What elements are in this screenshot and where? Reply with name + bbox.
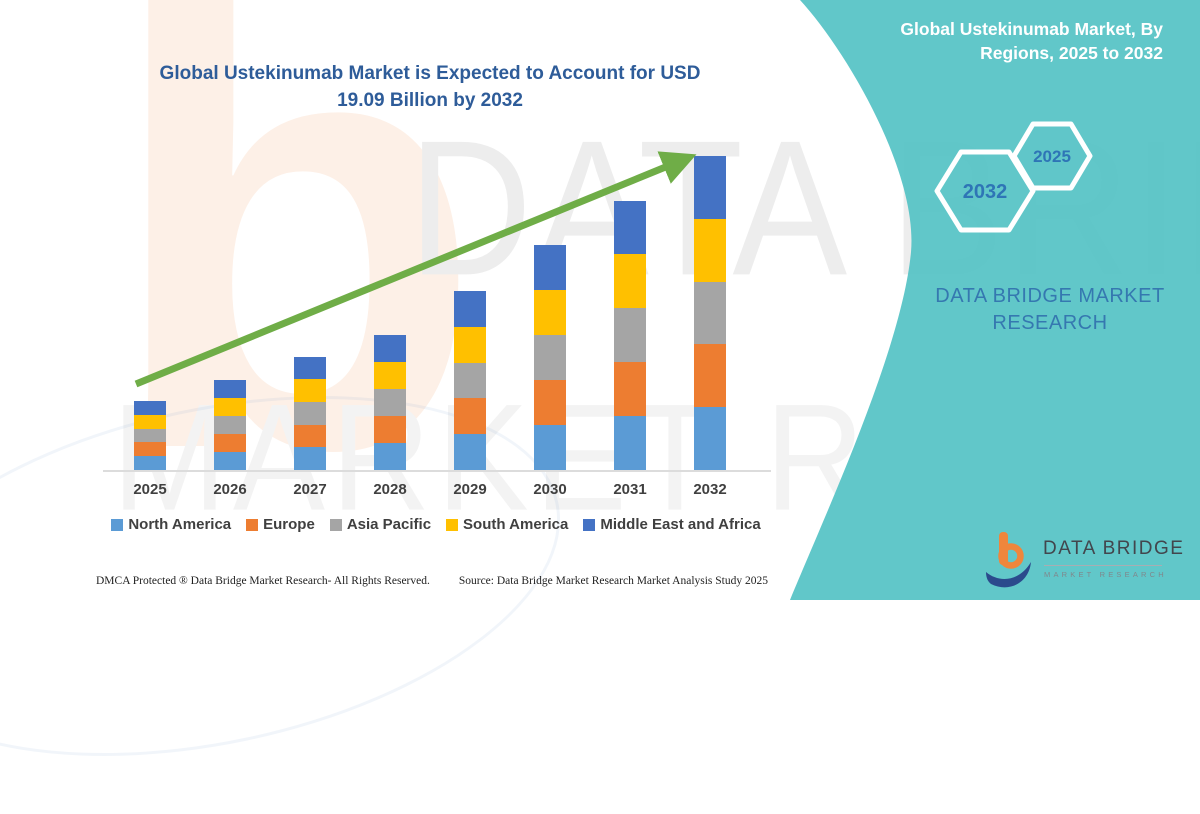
legend-swatch-middle-east-and-africa: [583, 518, 596, 531]
bar-2029-segment-europe: [454, 398, 486, 435]
bar-2031: [614, 200, 646, 470]
footer: DMCA Protected ® Data Bridge Market Rese…: [96, 575, 768, 587]
bar-2031-segment-asia-pacific: [614, 308, 646, 363]
bar-2032-segment-north-america: [694, 407, 726, 470]
side-panel-shape: [790, 0, 1200, 600]
x-axis-label-2026: 2026: [213, 481, 247, 498]
bar-2028-segment-europe: [374, 416, 406, 443]
legend-label-north-america: North America: [128, 516, 232, 533]
legend-item-south-america: South America: [446, 516, 568, 533]
bar-2029-segment-south-america: [454, 326, 486, 363]
bar-2026: [214, 379, 246, 470]
bar-2027-segment-north-america: [294, 447, 326, 470]
x-axis-label-2028: 2028: [373, 481, 407, 498]
bar-2025-segment-north-america: [134, 456, 166, 470]
bar-2029-segment-middle-east-and-africa: [454, 291, 486, 327]
hexagon-2025-label: 2025: [1033, 147, 1071, 166]
bar-2028-segment-middle-east-and-africa: [374, 335, 406, 362]
x-axis-label-2029: 2029: [453, 481, 487, 498]
bar-2025-segment-asia-pacific: [134, 428, 166, 443]
x-axis-label-2030: 2030: [533, 481, 567, 498]
side-panel: [790, 0, 1200, 600]
data-bridge-logo: DATA BRIDGE MARKET RESEARCH: [985, 530, 1190, 592]
x-axis-label-2031: 2031: [613, 481, 647, 498]
legend-swatch-south-america: [446, 518, 459, 531]
bar-2026-segment-south-america: [214, 397, 246, 416]
logo-divider: [1044, 565, 1162, 566]
chart-title-line2: 19.09 Billion by 2032: [337, 90, 523, 111]
bar-2026-segment-asia-pacific: [214, 415, 246, 434]
legend-label-south-america: South America: [463, 516, 569, 533]
bar-2026-segment-europe: [214, 433, 246, 452]
brand-wordmark-line1: DATA BRIDGE MARKET: [935, 285, 1165, 307]
bar-2029-segment-north-america: [454, 434, 486, 470]
footer-copyright: DMCA Protected ® Data Bridge Market Rese…: [96, 575, 430, 587]
chart-title-line1: Global Ustekinumab Market is Expected to…: [159, 63, 701, 84]
bar-2032: [694, 156, 726, 470]
bar-2028-segment-asia-pacific: [374, 389, 406, 416]
legend-swatch-north-america: [111, 518, 124, 531]
legend-label-europe: Europe: [263, 516, 315, 533]
bar-2031-segment-middle-east-and-africa: [614, 200, 646, 255]
bar-2025-segment-middle-east-and-africa: [134, 401, 166, 415]
bar-2032-segment-europe: [694, 344, 726, 408]
legend-item-europe: Europe: [246, 516, 315, 533]
x-axis-label-2027: 2027: [293, 481, 327, 498]
bar-2030-segment-middle-east-and-africa: [534, 245, 566, 290]
hexagon-2032-label: 2032: [962, 181, 1008, 203]
footer-source: Source: Data Bridge Market Research Mark…: [458, 575, 768, 587]
bar-2025-segment-europe: [134, 442, 166, 457]
x-axis-label-2032: 2032: [693, 481, 727, 498]
bar-2028-segment-north-america: [374, 443, 406, 470]
brand-wordmark: DATA BRIDGE MARKET RESEARCH: [905, 283, 1195, 337]
legend-item-asia-pacific: Asia Pacific: [329, 516, 432, 533]
side-panel-title: Global Ustekinumab Market, By Regions, 2…: [858, 17, 1163, 65]
chart-legend: North America Europe Asia Pacific South Ame…: [100, 516, 772, 533]
bar-2025: [134, 401, 166, 470]
hexagon-2025: [1011, 121, 1093, 191]
bar-2028: [374, 335, 406, 470]
stacked-bar-chart: 2025 2026 2027 2028 2029 2030 2031 2032: [0, 0, 790, 600]
brand-wordmark-line2: RESEARCH: [992, 312, 1108, 334]
bar-2031-segment-europe: [614, 362, 646, 417]
bar-2026-segment-north-america: [214, 451, 246, 470]
bar-2030-segment-asia-pacific: [534, 335, 566, 380]
logo-subtitle: MARKET RESEARCH: [1044, 570, 1167, 579]
x-axis-label-2025: 2025: [133, 481, 167, 498]
bar-2027-segment-asia-pacific: [294, 401, 326, 425]
bar-2032-segment-middle-east-and-africa: [694, 156, 726, 219]
side-panel-title-line2: Regions, 2025 to 2032: [980, 43, 1163, 63]
chart-title: Global Ustekinumab Market is Expected to…: [120, 60, 740, 114]
bar-2028-segment-south-america: [374, 362, 406, 389]
bar-2031-segment-north-america: [614, 416, 646, 470]
trend-arrow: [134, 151, 697, 388]
legend-swatch-europe: [246, 518, 259, 531]
data-bridge-logo-icon: [986, 532, 1031, 588]
bar-2027-segment-middle-east-and-africa: [294, 356, 326, 380]
legend-item-middle-east-and-africa: Middle East and Africa: [583, 516, 761, 533]
legend-label-middle-east-and-africa: Middle East and Africa: [600, 516, 761, 533]
logo-name: DATA BRIDGE: [1043, 538, 1185, 559]
legend-item-north-america: North America: [111, 516, 231, 533]
bar-2031-segment-south-america: [614, 254, 646, 309]
bar-2030-segment-north-america: [534, 425, 566, 470]
bar-2026-segment-middle-east-and-africa: [214, 379, 246, 398]
hexagon-2032: [934, 149, 1036, 233]
bar-2029: [454, 291, 486, 470]
bar-2032-segment-south-america: [694, 218, 726, 282]
bar-2030-segment-europe: [534, 380, 566, 425]
bar-2027: [294, 356, 326, 470]
bar-2027-segment-europe: [294, 424, 326, 448]
x-axis-line: [103, 470, 771, 472]
bar-2030-segment-south-america: [534, 290, 566, 335]
trend-arrow-line: [134, 151, 697, 388]
legend-label-asia-pacific: Asia Pacific: [346, 516, 432, 533]
bar-2025-segment-south-america: [134, 414, 166, 429]
legend-swatch-asia-pacific: [329, 518, 342, 531]
bar-2029-segment-asia-pacific: [454, 362, 486, 399]
bar-2027-segment-south-america: [294, 379, 326, 402]
bar-2032-segment-asia-pacific: [694, 281, 726, 345]
side-panel-title-line1: Global Ustekinumab Market, By: [900, 19, 1163, 39]
bar-2030: [534, 245, 566, 470]
